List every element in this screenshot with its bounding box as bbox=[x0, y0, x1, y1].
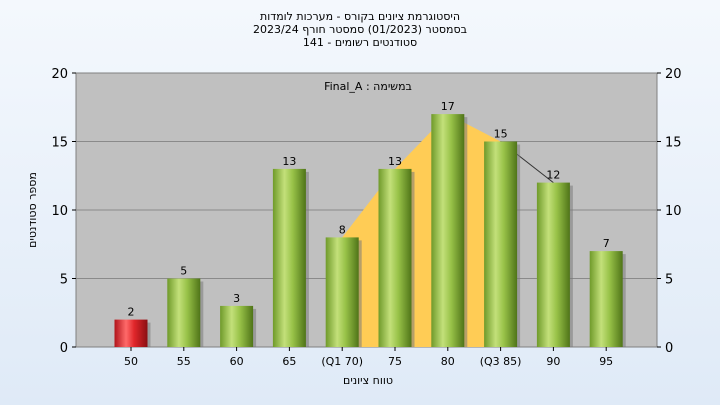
y-axis-label: מספר סטודנטים bbox=[26, 172, 39, 248]
bar bbox=[272, 168, 306, 347]
x-tick-label: 60 bbox=[230, 355, 244, 368]
bar-value-label: 13 bbox=[282, 155, 296, 168]
bar bbox=[378, 168, 412, 347]
bar-value-label: 17 bbox=[441, 100, 455, 113]
x-tick-label: 75 bbox=[388, 355, 402, 368]
y-tick-label-right: 5 bbox=[665, 273, 673, 288]
bars-group bbox=[114, 114, 626, 347]
y-tick-label-right: 15 bbox=[665, 136, 682, 151]
bar bbox=[220, 305, 254, 347]
x-tick-label: 50 bbox=[124, 355, 138, 368]
bar-value-label: 5 bbox=[180, 265, 187, 278]
chart-subtitle-students: סטודנטים רשומים - 141 bbox=[302, 36, 418, 49]
bar bbox=[114, 319, 148, 347]
bar bbox=[536, 182, 570, 347]
x-tick-label: 95 bbox=[599, 355, 613, 368]
bar-value-label: 8 bbox=[339, 223, 346, 236]
x-tick-label: (Q1 70) bbox=[321, 355, 363, 368]
chart-titles: היסטוגרמת ציונים בקורס - מערכות לומדות ב… bbox=[0, 10, 720, 49]
chart-title: היסטוגרמת ציונים בקורס - מערכות לומדות bbox=[259, 10, 461, 23]
x-tick-label: 90 bbox=[546, 355, 560, 368]
chart-subtitle-semester: בסמסטר (01/2023) סמסטר חורף 2023/24 bbox=[253, 23, 467, 36]
y-axis-right: 0 5 10 15 20 bbox=[657, 67, 682, 356]
bar-value-label: 15 bbox=[494, 128, 508, 141]
y-axis-left: 0 5 10 15 20 bbox=[51, 67, 76, 356]
y-tick-label-right: 20 bbox=[665, 67, 682, 82]
bar-value-label: 13 bbox=[388, 155, 402, 168]
x-axis-label: טווח ציונים bbox=[343, 374, 393, 387]
x-tick-label: (Q3 85) bbox=[480, 355, 522, 368]
x-tick-label: 65 bbox=[282, 355, 296, 368]
bar bbox=[325, 237, 359, 347]
y-tick-label-left: 5 bbox=[60, 273, 68, 288]
bar bbox=[167, 278, 201, 347]
annotation-label: במשימה : Final_A bbox=[324, 80, 412, 93]
y-tick-label-left: 10 bbox=[51, 204, 68, 219]
bar-value-label: 2 bbox=[128, 306, 135, 319]
bar bbox=[431, 114, 465, 347]
x-tick-label: 55 bbox=[177, 355, 191, 368]
x-tick-label: 80 bbox=[441, 355, 455, 368]
data-labels-group: 2 5 3 13 8 13 17 15 12 7 bbox=[128, 100, 610, 319]
y-tick-label-left: 0 bbox=[60, 341, 68, 356]
x-axis-ticks: 50 55 60 65 (Q1 70) 75 80 (Q3 85) 90 95 bbox=[124, 347, 613, 368]
y-tick-label-right: 0 bbox=[665, 341, 673, 356]
bar bbox=[589, 251, 623, 347]
bar-value-label: 12 bbox=[546, 169, 560, 182]
bar-value-label: 7 bbox=[603, 237, 610, 250]
bar-value-label: 3 bbox=[233, 292, 240, 305]
bar bbox=[484, 141, 518, 347]
y-tick-label-right: 10 bbox=[665, 204, 682, 219]
y-tick-label-left: 20 bbox=[51, 67, 68, 82]
y-tick-label-left: 15 bbox=[51, 136, 68, 151]
